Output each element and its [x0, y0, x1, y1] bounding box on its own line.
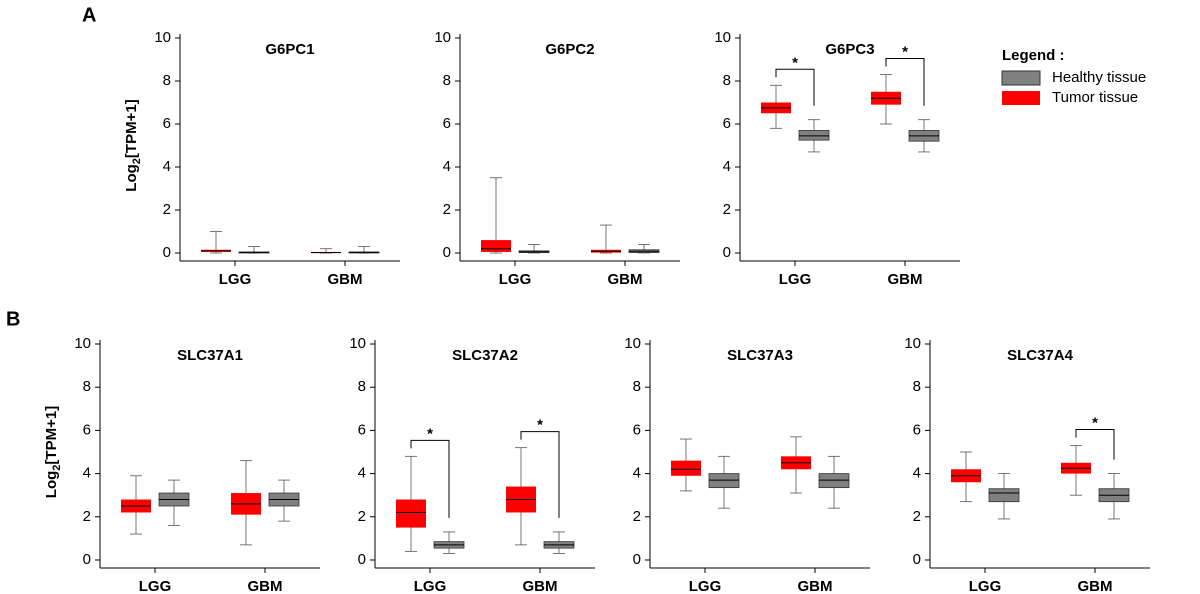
y-tick-label: 10: [154, 29, 171, 46]
x-tick-label: LGG: [219, 271, 252, 288]
y-tick-label: 8: [633, 378, 641, 395]
y-tick-label: 6: [163, 115, 171, 132]
y-tick-label: 8: [913, 378, 921, 395]
chart-title: G6PC2: [545, 41, 594, 58]
y-tick-label: 6: [913, 421, 921, 438]
x-tick-label: GBM: [608, 271, 643, 288]
y-tick-label: 4: [723, 158, 731, 175]
significance-bracket: [520, 431, 560, 518]
y-tick-label: 2: [443, 201, 451, 218]
chart-title: SLC37A1: [177, 347, 243, 364]
y-tick-label: 4: [633, 465, 641, 482]
y-tick-label: 8: [358, 378, 366, 395]
y-tick-label: 0: [443, 244, 451, 261]
box: [708, 473, 740, 489]
y-tick-label: 2: [913, 508, 921, 525]
y-tick-label: 6: [723, 115, 731, 132]
y-tick-label: 6: [83, 421, 91, 438]
panel-label: A: [82, 4, 96, 26]
legend-label: Healthy tissue: [1052, 69, 1146, 86]
y-tick-label: 10: [349, 335, 366, 352]
y-tick-label: 0: [83, 551, 91, 568]
y-tick-label: 10: [624, 335, 641, 352]
y-tick-label: 4: [163, 158, 171, 175]
significance-bracket: [1075, 429, 1115, 460]
y-tick-label: 2: [358, 508, 366, 525]
y-tick-label: 10: [904, 335, 921, 352]
x-tick-label: GBM: [248, 578, 283, 594]
box: [988, 488, 1020, 503]
significance-bracket: [410, 439, 450, 518]
x-tick-label: LGG: [139, 578, 172, 594]
y-tick-label: 10: [434, 29, 451, 46]
box: [671, 460, 701, 476]
legend-title: Legend :: [1002, 47, 1065, 64]
legend-swatch: [1001, 70, 1041, 86]
y-tick-label: 0: [723, 244, 731, 261]
y-tick-label: 4: [913, 465, 921, 482]
significance-label: *: [537, 417, 543, 434]
y-tick-label: 8: [83, 378, 91, 395]
x-tick-label: GBM: [798, 578, 833, 594]
chart-title: SLC37A3: [727, 347, 793, 364]
x-tick-label: GBM: [1078, 578, 1113, 594]
significance-label: *: [1092, 414, 1098, 431]
chart-title: G6PC1: [265, 41, 314, 58]
y-tick-label: 8: [723, 72, 731, 89]
significance-bracket: [885, 58, 925, 106]
y-tick-label: 6: [358, 421, 366, 438]
y-tick-label: 6: [443, 115, 451, 132]
y-tick-label: 4: [443, 158, 451, 175]
x-tick-label: LGG: [779, 271, 812, 288]
chart-title: SLC37A2: [452, 347, 518, 364]
x-tick-label: GBM: [328, 271, 363, 288]
x-tick-label: GBM: [888, 271, 923, 288]
y-tick-label: 6: [633, 421, 641, 438]
y-axis-label: Log2[TPM+1]: [43, 406, 63, 498]
box: [818, 473, 850, 489]
significance-label: *: [902, 44, 908, 61]
y-tick-label: 0: [358, 551, 366, 568]
y-tick-label: 2: [723, 201, 731, 218]
y-tick-label: 10: [74, 335, 91, 352]
box: [481, 240, 511, 252]
x-tick-label: LGG: [414, 578, 447, 594]
x-tick-label: LGG: [499, 271, 532, 288]
y-tick-label: 0: [913, 551, 921, 568]
box: [396, 499, 426, 528]
y-tick-label: 0: [633, 551, 641, 568]
x-tick-label: LGG: [689, 578, 722, 594]
significance-label: *: [427, 425, 433, 442]
y-tick-label: 2: [633, 508, 641, 525]
y-tick-label: 2: [83, 508, 91, 525]
y-tick-label: 4: [358, 465, 366, 482]
legend-swatch: [1002, 91, 1040, 105]
legend-label: Tumor tissue: [1052, 89, 1138, 106]
y-tick-label: 0: [163, 244, 171, 261]
y-tick-label: 2: [163, 201, 171, 218]
y-tick-label: 10: [714, 29, 731, 46]
y-tick-label: 4: [83, 465, 91, 482]
x-tick-label: LGG: [969, 578, 1002, 594]
significance-bracket: [775, 68, 815, 106]
chart-title: SLC37A4: [1007, 347, 1074, 364]
box: [798, 130, 830, 141]
y-tick-label: 8: [163, 72, 171, 89]
panel-label: B: [6, 308, 20, 330]
x-tick-label: GBM: [523, 578, 558, 594]
chart-title: G6PC3: [825, 41, 874, 58]
y-tick-label: 8: [443, 72, 451, 89]
significance-label: *: [792, 54, 798, 71]
y-axis-label: Log2[TPM+1]: [123, 99, 143, 191]
